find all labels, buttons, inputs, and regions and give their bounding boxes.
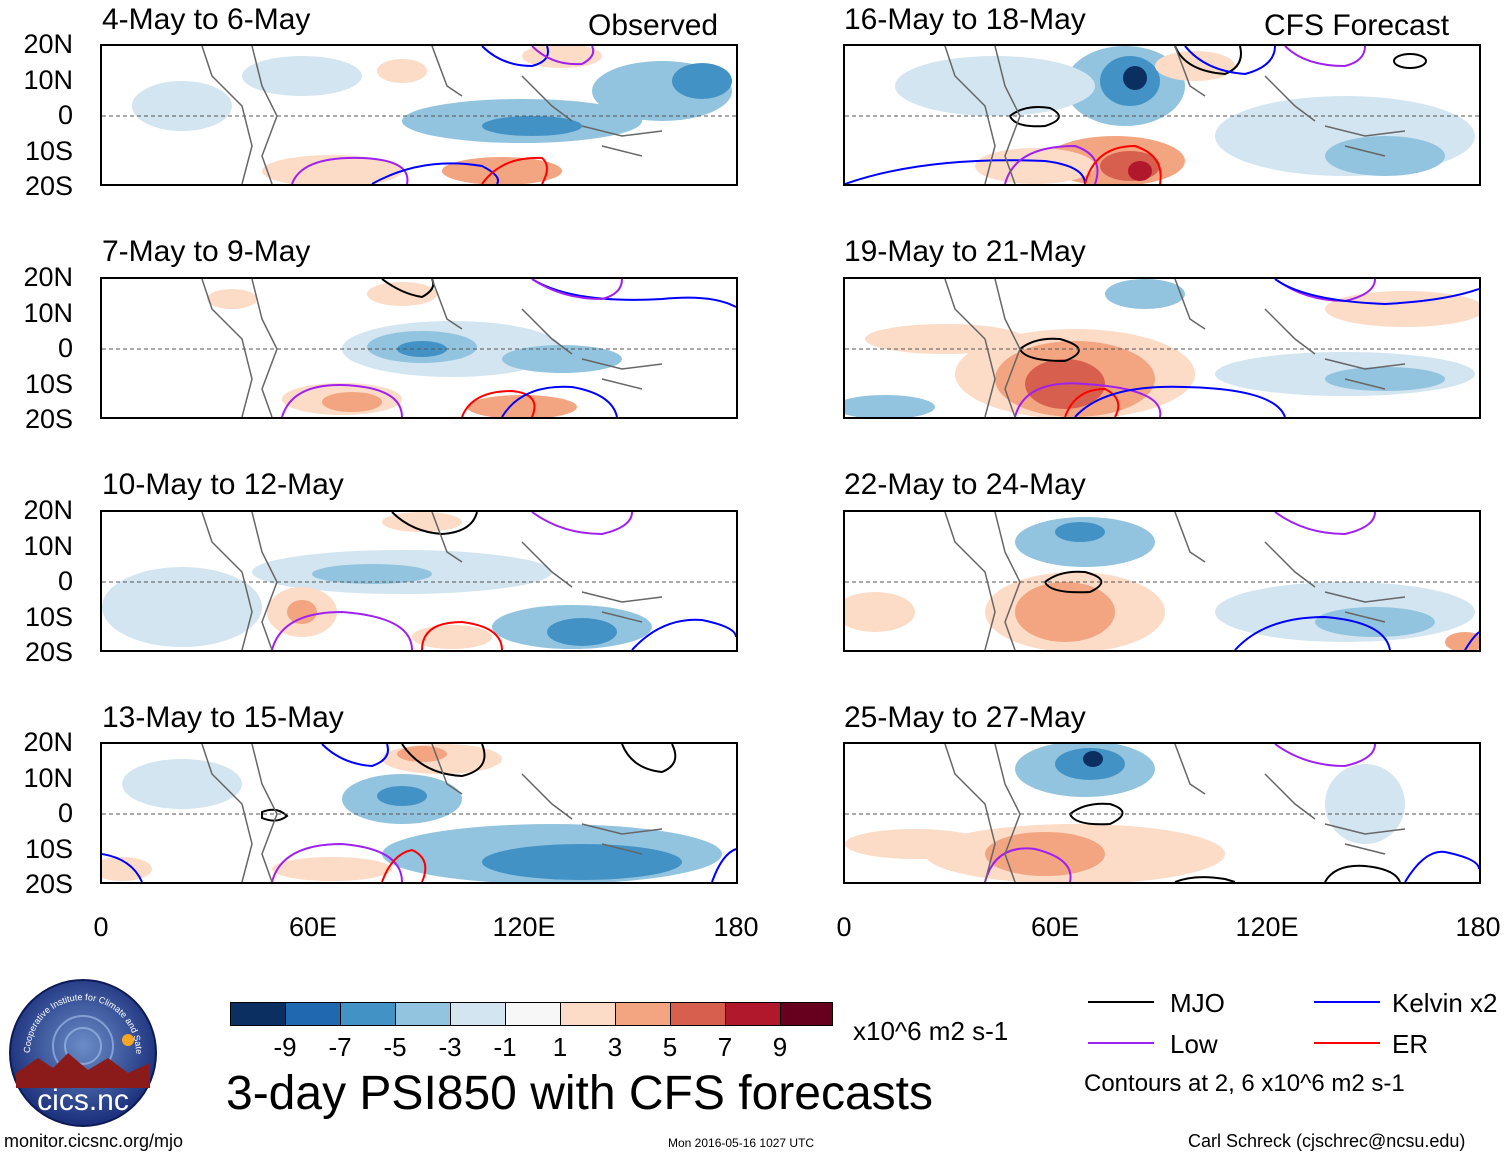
- lon-180: 180: [1455, 912, 1501, 942]
- lon-120e: 120E: [492, 912, 556, 942]
- map-right-4: [843, 742, 1481, 884]
- logo-text: cics.nc: [37, 1084, 129, 1117]
- lat-20n: 20N: [23, 262, 73, 292]
- colorbar-bin: [615, 1002, 671, 1026]
- lat-20n: 20N: [23, 727, 73, 757]
- map-left-3: [100, 510, 738, 652]
- panel-tag-observed: Observed: [588, 9, 719, 42]
- legend-line-mjo: [1088, 1001, 1154, 1003]
- colorbar-bin: [450, 1002, 506, 1026]
- colorbar-label: -7: [328, 1032, 352, 1062]
- lat-20s: 20S: [24, 404, 73, 434]
- lat-10s: 10S: [24, 602, 73, 632]
- legend-line-er: [1314, 1042, 1380, 1044]
- legend-mjo-label: MJO: [1170, 988, 1225, 1018]
- colorbar-bin: [725, 1002, 781, 1026]
- lon-0: 0: [93, 912, 109, 942]
- colorbar-label: -1: [493, 1032, 517, 1062]
- legend-low-label: Low: [1170, 1029, 1218, 1059]
- colorbar-bin: [230, 1002, 286, 1026]
- colorbar-bin: [395, 1002, 451, 1026]
- lat-20s: 20S: [24, 171, 73, 201]
- lat-10n: 10N: [23, 763, 73, 793]
- lat-0: 0: [57, 333, 73, 363]
- lon-180: 180: [713, 912, 759, 942]
- panel-title: 16-May to 18-May: [844, 3, 1086, 36]
- footer-url[interactable]: monitor.cicsnc.org/mjo: [4, 1131, 184, 1151]
- panel-title: 25-May to 27-May: [844, 701, 1086, 734]
- panel-tag-forecast: CFS Forecast: [1264, 9, 1450, 42]
- lat-20s: 20S: [24, 869, 73, 899]
- lat-20n: 20N: [23, 495, 73, 525]
- colorbar-bin: [285, 1002, 341, 1026]
- map-left-4: [100, 742, 738, 884]
- lat-10n: 10N: [23, 298, 73, 328]
- footer-author: Carl Schreck (cjschrec@ncsu.edu): [1188, 1131, 1466, 1151]
- legend-er-label: ER: [1392, 1029, 1429, 1059]
- lon-60e: 60E: [288, 912, 338, 942]
- lat-10n: 10N: [23, 65, 73, 95]
- colorbar-label: -9: [273, 1032, 297, 1062]
- panel-title: 10-May to 12-May: [102, 468, 344, 501]
- main-title: 3-day PSI850 with CFS forecasts: [226, 1067, 933, 1120]
- lat-10s: 10S: [24, 136, 73, 166]
- panel-title: 7-May to 9-May: [102, 235, 311, 268]
- colorbar-bin: [560, 1002, 616, 1026]
- colorbar-label: 7: [717, 1032, 733, 1062]
- panel-title: 19-May to 21-May: [844, 235, 1086, 268]
- panel-title: 4-May to 6-May: [102, 3, 311, 36]
- colorbar-label: 3: [607, 1032, 623, 1062]
- legend-kelvin-label: Kelvin x2: [1392, 988, 1498, 1018]
- colorbar-bin: [505, 1002, 561, 1026]
- colorbar-bin: [340, 1002, 396, 1026]
- map-right-2: [843, 277, 1481, 419]
- colorbar-bin: [670, 1002, 726, 1026]
- lat-10n: 10N: [23, 531, 73, 561]
- colorbar-units: x10^6 m2 s-1: [853, 1016, 1009, 1046]
- legend-line-low: [1088, 1042, 1154, 1044]
- panel-title: 13-May to 15-May: [102, 701, 344, 734]
- lat-20n: 20N: [23, 29, 73, 59]
- cicsnc-logo: Cooperative Institute for Climate and Sa…: [5, 970, 158, 1128]
- lat-10s: 10S: [24, 369, 73, 399]
- footer-timestamp: Mon 2016-05-16 1027 UTC: [668, 1136, 815, 1150]
- lon-60e: 60E: [1030, 912, 1080, 942]
- lon-120e: 120E: [1235, 912, 1299, 942]
- lat-10s: 10S: [24, 834, 73, 864]
- panel-title: 22-May to 24-May: [844, 468, 1086, 501]
- colorbar-label: -3: [438, 1032, 462, 1062]
- map-right-1: [843, 44, 1481, 186]
- lon-0: 0: [836, 912, 852, 942]
- lat-0: 0: [57, 100, 73, 130]
- lat-0: 0: [57, 566, 73, 596]
- legend-contours-note: Contours at 2, 6 x10^6 m2 s-1: [1084, 1070, 1405, 1097]
- map-left-1: [100, 44, 738, 186]
- legend-line-kelvin: [1314, 1001, 1380, 1003]
- colorbar-label: 1: [552, 1032, 568, 1062]
- colorbar-label: 5: [662, 1032, 678, 1062]
- lat-20s: 20S: [24, 637, 73, 667]
- map-right-3: [843, 510, 1481, 652]
- map-left-2: [100, 277, 738, 419]
- lat-0: 0: [57, 798, 73, 828]
- colorbar-bin: [780, 1002, 833, 1026]
- colorbar-label: 9: [772, 1032, 788, 1062]
- colorbar-label: -5: [383, 1032, 407, 1062]
